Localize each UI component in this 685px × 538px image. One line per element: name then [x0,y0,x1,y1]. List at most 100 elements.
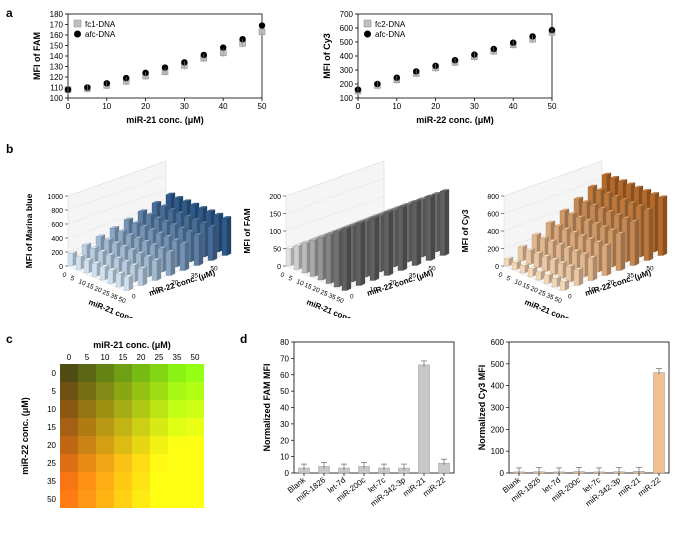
svg-text:35: 35 [191,273,199,280]
svg-text:25: 25 [47,459,56,468]
panel-d-right-chart: 0100200300400500600Normalized Cy3 MFIBla… [475,336,675,531]
svg-text:0: 0 [495,264,499,271]
panel-b-chart-2: 0200400600800MFI of Cy305101520253550miR… [456,148,671,318]
svg-text:20: 20 [280,436,289,445]
svg-text:700: 700 [340,10,354,19]
svg-text:50: 50 [47,495,56,504]
panel-b-label: b [6,142,13,156]
svg-text:10: 10 [280,453,289,462]
svg-text:60: 60 [280,371,289,380]
svg-text:40: 40 [509,102,518,111]
svg-text:400: 400 [491,382,505,391]
svg-text:0: 0 [61,271,67,279]
svg-text:100: 100 [269,229,281,236]
svg-text:500: 500 [491,360,505,369]
svg-text:15: 15 [119,353,128,362]
svg-text:35: 35 [627,273,635,280]
svg-text:200: 200 [340,80,354,89]
svg-text:10: 10 [370,287,378,294]
svg-text:10: 10 [101,353,110,362]
svg-text:20: 20 [137,353,146,362]
svg-text:fc1-DNA: fc1-DNA [85,20,116,29]
svg-text:MFI of FAM: MFI of FAM [242,208,252,253]
svg-text:50: 50 [258,102,267,111]
svg-text:5: 5 [52,387,57,396]
svg-text:5: 5 [69,275,75,283]
svg-text:130: 130 [50,63,64,72]
svg-text:800: 800 [487,194,499,201]
svg-text:miR-22: miR-22 [421,475,447,498]
svg-text:20: 20 [171,280,179,287]
svg-text:afc-DNA: afc-DNA [375,30,406,39]
svg-text:0: 0 [279,271,285,279]
svg-text:600: 600 [51,222,63,229]
svg-text:50: 50 [428,266,436,273]
svg-text:20: 20 [431,102,440,111]
svg-text:10: 10 [152,287,160,294]
svg-text:10: 10 [392,102,401,111]
svg-text:50: 50 [191,353,200,362]
svg-text:600: 600 [491,338,505,347]
svg-text:300: 300 [340,66,354,75]
svg-text:MFI of Cy3: MFI of Cy3 [460,209,470,252]
svg-text:0: 0 [356,102,361,111]
svg-text:100: 100 [491,447,505,456]
svg-text:70: 70 [280,354,289,363]
svg-text:50: 50 [273,247,281,254]
svg-text:100: 100 [50,94,64,103]
panel-d-left-chart: 01020304050607080Normalized FAM MFIBlank… [260,336,460,531]
svg-text:miR-22 conc. (μM): miR-22 conc. (μM) [416,115,494,125]
svg-text:0: 0 [497,271,503,279]
svg-text:afc-DNA: afc-DNA [85,30,116,39]
svg-text:0: 0 [66,102,71,111]
svg-text:1000: 1000 [47,194,63,201]
svg-text:50: 50 [553,296,563,305]
svg-text:400: 400 [51,236,63,243]
svg-text:50: 50 [117,296,127,305]
svg-text:50: 50 [646,266,654,273]
svg-text:300: 300 [491,404,505,413]
svg-text:0: 0 [67,353,72,362]
panel-c-heatmap: miR-21 conc. (μM)05101520253550miR-22 co… [18,336,228,536]
svg-text:15: 15 [47,423,56,432]
svg-text:Normalized Cy3 MFI: Normalized Cy3 MFI [477,365,487,451]
svg-text:150: 150 [50,42,64,51]
svg-text:100: 100 [340,94,354,103]
svg-text:600: 600 [340,24,354,33]
svg-text:110: 110 [50,84,63,93]
svg-text:30: 30 [180,102,189,111]
svg-text:5: 5 [85,353,90,362]
svg-text:MFI of FAM: MFI of FAM [32,32,42,80]
svg-text:160: 160 [50,31,64,40]
panel-d-label: d [240,332,247,346]
svg-text:0: 0 [277,264,281,271]
svg-text:600: 600 [487,212,499,219]
svg-text:30: 30 [280,420,289,429]
svg-text:Normalized FAM MFI: Normalized FAM MFI [262,363,272,451]
svg-text:200: 200 [491,425,505,434]
svg-text:20: 20 [47,441,56,450]
svg-text:35: 35 [47,477,56,486]
svg-text:140: 140 [50,52,64,61]
svg-text:500: 500 [340,38,354,47]
svg-text:20: 20 [389,280,397,287]
svg-text:0: 0 [568,294,572,301]
panel-b-chart-1: 050100150200MFI of FAM05101520253550miR-… [238,148,453,318]
svg-text:0: 0 [59,264,63,271]
svg-text:200: 200 [487,247,499,254]
svg-text:0: 0 [285,469,290,478]
panel-a-label: a [6,6,13,20]
svg-text:0: 0 [500,469,505,478]
panel-a-right-chart: 01020304050100200300400500600700miR-22 c… [320,6,560,126]
svg-text:120: 120 [50,73,64,82]
svg-text:25: 25 [155,353,164,362]
svg-text:miR-22: miR-22 [636,475,662,498]
svg-text:miR-21 conc. (μM): miR-21 conc. (μM) [126,115,204,125]
svg-text:40: 40 [280,404,289,413]
svg-text:40: 40 [219,102,228,111]
svg-text:MFI of Marina blue: MFI of Marina blue [24,193,34,268]
svg-text:35: 35 [173,353,182,362]
svg-text:35: 35 [409,273,417,280]
svg-text:20: 20 [141,102,150,111]
svg-text:10: 10 [588,287,596,294]
